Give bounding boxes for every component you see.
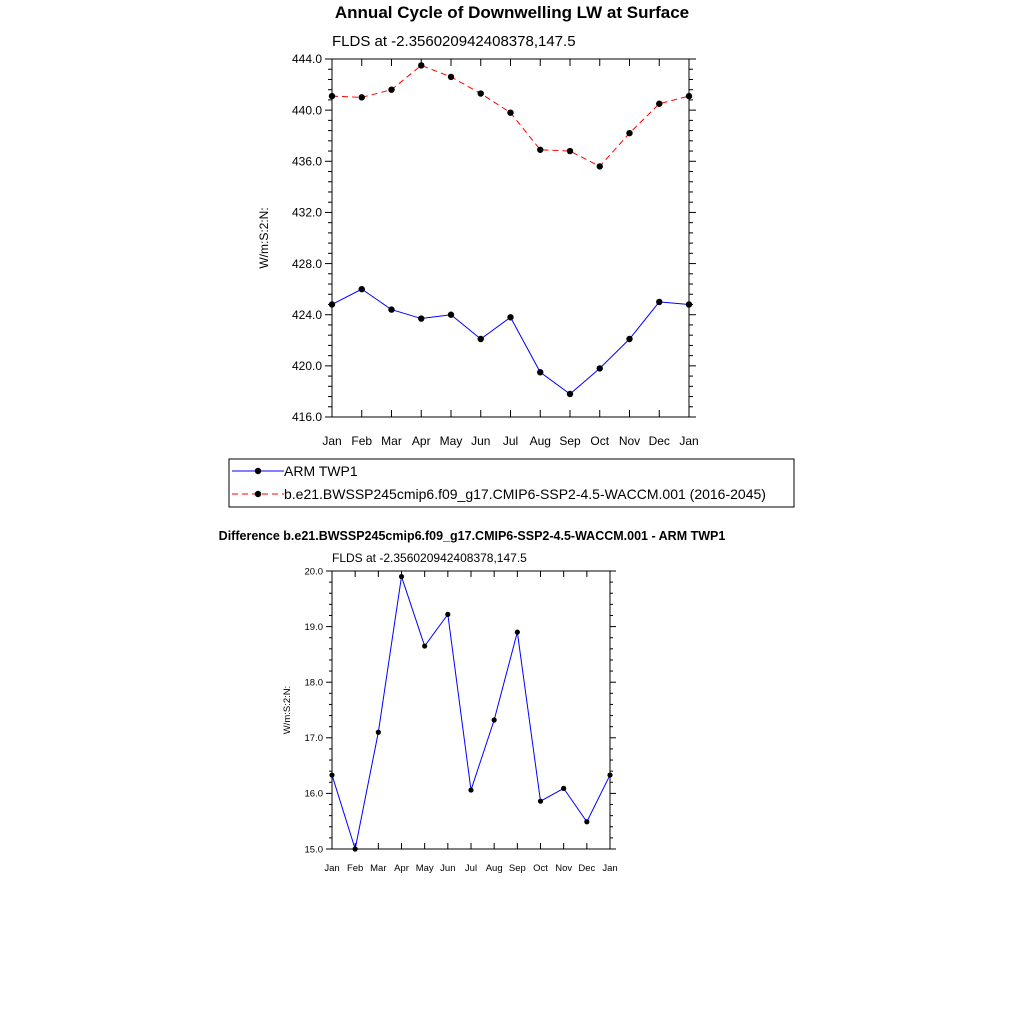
data-point [388,306,395,313]
data-point [358,94,365,101]
x-tick-label: Sep [509,863,526,874]
data-point [656,100,663,107]
y-tick-label: 416.0 [292,410,322,424]
data-point [537,146,544,153]
data-point [507,109,514,116]
legend-marker-0 [254,467,262,475]
legend-entry-1: b.e21.BWSSP245cmip6.f09_g17.CMIP6-SSP2-4… [232,486,766,502]
y-axis-label: W/m:S:2:N: [282,686,293,735]
y-tick-label: 20.0 [305,566,324,577]
chart-subtitle: FLDS at -2.356020942408378,147.5 [332,33,576,50]
data-point [418,315,425,322]
data-point [468,787,474,793]
data-point [491,717,497,723]
x-tick-label: Feb [347,863,363,874]
x-tick-label: Jul [503,434,518,448]
data-point [537,798,544,804]
x-tick-label: Jan [322,434,341,448]
data-point [445,611,451,617]
x-tick-label: Oct [533,863,548,874]
data-point [477,90,484,97]
legend-label-0: ARM TWP1 [284,463,358,479]
plot-frame [331,570,611,850]
axis-ticks: Jan Feb Mar Apr May Jun Jul Aug Sep Oct Nov Dec Jan1… [305,566,618,874]
data-point [358,285,365,293]
x-tick-label: Jan [324,863,339,874]
data-point [596,365,603,372]
y-tick-label: 444.0 [292,52,322,66]
x-tick-label: Mar [381,434,402,448]
chart-subtitle: FLDS at -2.356020942408378,147.5 [332,551,527,565]
data-point [507,314,514,321]
y-tick-label: 16.0 [305,789,324,800]
data-point [537,369,544,376]
x-tick-label: Oct [590,434,609,448]
x-tick-label: Aug [486,863,503,874]
y-tick-label: 19.0 [305,622,324,633]
legend-entry-0: ARM TWP1 [232,463,358,479]
chart-title: Difference b.e21.BWSSP245cmip6.f09_g17.C… [219,529,726,543]
x-tick-label: Nov [619,434,640,448]
data-point [447,311,455,318]
y-tick-label: 15.0 [305,844,324,855]
series-line-0 [331,288,690,395]
x-tick-label: Jun [471,434,490,448]
series-layer [328,62,693,398]
data-point [477,335,484,343]
x-tick-label: Nov [555,863,572,874]
y-tick-label: 18.0 [305,678,324,689]
x-tick-label: Mar [370,863,386,874]
y-tick-label: 428.0 [292,257,322,271]
y-tick-label: 17.0 [305,733,324,744]
data-point [514,629,520,635]
series-line-0 [331,576,611,850]
data-point [418,62,425,69]
x-tick-label: Apr [412,434,431,448]
y-tick-label: 420.0 [292,359,322,373]
x-tick-label: May [440,434,463,448]
data-point [388,86,395,93]
data-point [398,573,405,580]
y-axis-label: W/m:S:2:N: [257,207,271,268]
axis-ticks: Jan Feb Mar Apr May Jun Jul Aug Sep Oct Nov Dec Jan4… [292,52,699,448]
y-tick-label: 432.0 [292,206,322,220]
difference-chart: Difference b.e21.BWSSP245cmip6.f09_g17.C… [219,529,726,874]
annual-cycle-chart: Annual Cycle of Downwelling LW at Surfac… [228,3,795,508]
x-tick-label: Apr [394,863,409,874]
x-tick-label: Jun [440,863,455,874]
legend-box [228,458,795,508]
y-tick-label: 440.0 [292,103,322,117]
x-tick-label: Jan [679,434,698,448]
plot-frame [331,58,690,418]
x-tick-label: Dec [578,863,595,874]
data-point [561,785,567,791]
data-point [447,73,455,81]
y-tick-label: 436.0 [292,154,322,168]
legend-label-1: b.e21.BWSSP245cmip6.f09_g17.CMIP6-SSP2-4… [284,486,766,502]
y-tick-label: 424.0 [292,308,322,322]
series-layer [329,573,613,852]
data-point [584,819,590,825]
data-point [596,163,603,170]
x-tick-label: May [416,863,434,874]
data-point [422,643,428,649]
chart-title: Annual Cycle of Downwelling LW at Surfac… [335,3,689,22]
x-tick-label: Dec [649,434,670,448]
x-tick-label: Jan [602,863,617,874]
x-tick-label: Feb [351,434,372,448]
data-point [626,129,633,137]
data-point [626,335,633,343]
data-point [566,390,574,398]
x-tick-label: Sep [559,434,581,448]
legend-marker-1 [254,490,262,498]
legend: ARM TWP1 b.e21.BWSSP245cmip6.f09_g17.CMI… [228,458,795,508]
x-tick-label: Aug [530,434,551,448]
data-point [656,298,663,306]
data-point [566,147,574,155]
data-point [375,729,381,735]
x-tick-label: Jul [465,863,477,874]
